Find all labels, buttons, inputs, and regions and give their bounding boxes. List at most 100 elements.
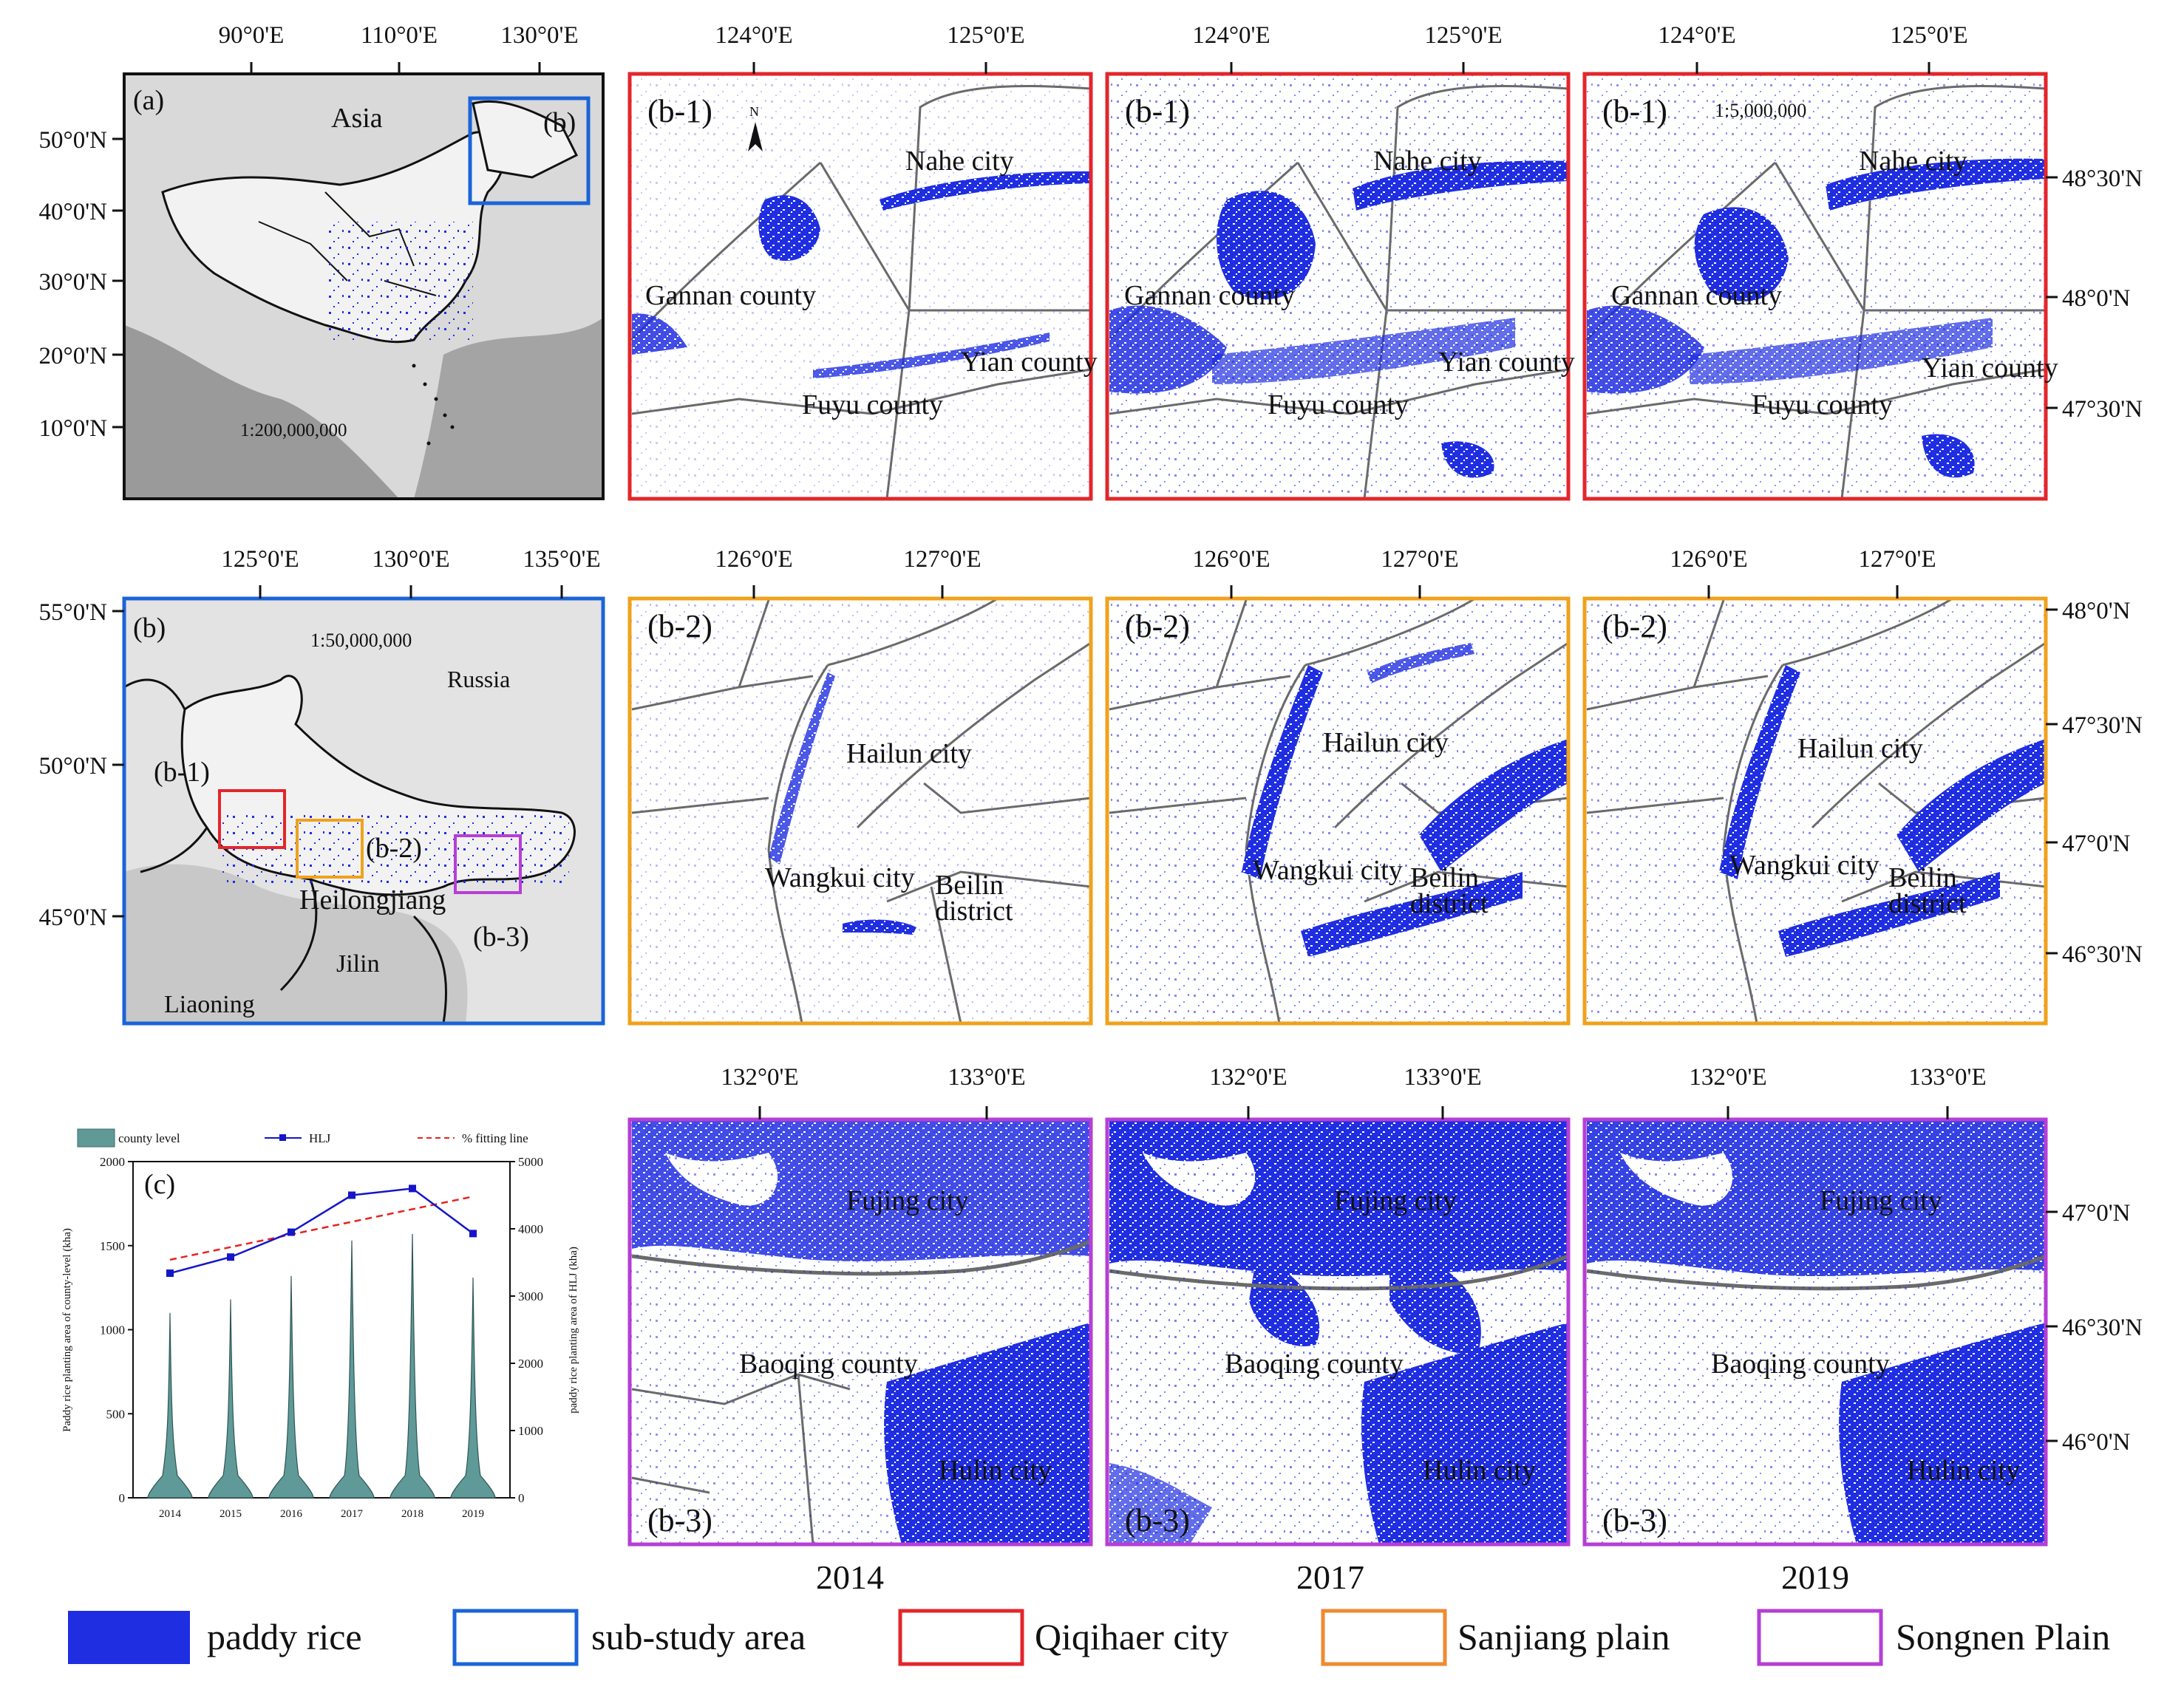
panel-a-label: (a) <box>133 85 164 116</box>
chart-ylabel-right: paddy rice planting area of HLJ (kha) <box>568 1247 579 1414</box>
panel-a-lat-ticks: 50°0'N 40°0'N 30°0'N 20°0'N 10°0'N <box>39 127 124 442</box>
year-label-2019: 2019 <box>1781 1558 1849 1596</box>
chart-fit <box>169 1196 474 1261</box>
place-hailun: Hailun city <box>1797 733 1923 764</box>
row-b3-lon-tick: 132°0'E <box>1689 1064 1766 1091</box>
panel-a-region: Asia <box>331 103 383 134</box>
map-b1-2019: (b-1) 1:5,000,000 Nahe city Gannan count… <box>1582 72 2058 501</box>
panel-b-scale: 1:50,000,000 <box>310 630 412 651</box>
panel-b-lat-ticks: 55°0'N 50°0'N 45°0'N <box>39 599 124 931</box>
legend-songnen-swatch <box>1757 1609 1883 1666</box>
place-heilongjiang: Heilongjiang <box>299 884 446 916</box>
legend-sub-label: sub-study area <box>591 1616 806 1657</box>
chart-violins <box>147 1233 496 1499</box>
row-b3-lon-tick: 133°0'E <box>1404 1064 1481 1091</box>
panel-a-lat-tick: 10°0'N <box>39 415 108 442</box>
legend-sanjiang-swatch <box>1321 1609 1447 1666</box>
place-beilin-district: district <box>1410 888 1489 919</box>
panel-b-lon-tick: 135°0'E <box>523 546 600 573</box>
panel-b-lon-ticks: 125°0'E 130°0'E 135°0'E <box>221 546 601 599</box>
row-b3-lon-tick: 133°0'E <box>948 1064 1025 1091</box>
place-beilin-district: district <box>1888 888 1967 919</box>
panel-a-lon-tick: 110°0'E <box>361 22 438 49</box>
chart-hlj-point <box>288 1228 295 1236</box>
chart-right-tick-label: 2000 <box>518 1357 543 1371</box>
row-b1-lon-tick: 125°0'E <box>947 22 1024 49</box>
panel-b-label: (b) <box>133 613 166 644</box>
place-fuyu: Fuyu county <box>1752 389 1893 420</box>
legend-county-label: county level <box>118 1131 180 1145</box>
chart-x-tick-label: 2015 <box>220 1508 242 1520</box>
legend-rice-swatch <box>68 1611 190 1664</box>
row-b1-lon-tick: 124°0'E <box>1192 22 1270 49</box>
panel-b-lat-tick: 55°0'N <box>39 599 108 626</box>
row-b1-lon-tick: 124°0'E <box>715 22 792 49</box>
place-wangkui: Wangkui city <box>765 862 915 893</box>
map-b1-2017: (b-1) Nahe city Gannan county Yian count… <box>1105 72 1575 501</box>
year-label-2014: 2014 <box>816 1558 884 1596</box>
chart-left-tick-label: 1000 <box>100 1323 125 1337</box>
year-label-2017: 2017 <box>1296 1558 1364 1596</box>
chart-left-ticks: 0 500 1000 1500 2000 <box>100 1155 133 1505</box>
panel-b-box-b1 <box>218 789 286 849</box>
place-fujing: Fujing city <box>846 1185 969 1216</box>
map-b2-2014: (b-2) Hailun city Wangkui city Beilin di… <box>627 596 1093 1026</box>
map-b1-label: (b-1) <box>647 93 712 129</box>
row-b1-lon-tick: 125°0'E <box>1890 22 1967 49</box>
panel-b-lat-tick: 45°0'N <box>39 904 108 931</box>
chart-plot-frame <box>132 1161 511 1499</box>
place-nahe: Nahe city <box>905 146 1014 177</box>
map-b3-label: (b-3) <box>1602 1502 1667 1538</box>
map-b1-label: (b-1) <box>1602 93 1667 129</box>
place-baoqing: Baoqing county <box>1225 1349 1404 1380</box>
chart-violin <box>208 1299 254 1499</box>
chart-violin <box>147 1312 193 1499</box>
north-arrow-icon: N <box>748 104 763 151</box>
chart-right-tick-label: 5000 <box>518 1155 543 1169</box>
north-arrow-label: N <box>749 104 759 119</box>
panel-b-box-b3 <box>454 834 522 894</box>
place-beilin: Beilin <box>1888 862 1957 893</box>
place-russia: Russia <box>447 666 510 692</box>
panel-a-lat-tick: 50°0'N <box>39 127 108 154</box>
place-yian: Yian county <box>1922 352 2058 383</box>
map-b2-2017: (b-2) Hailun city Wangkui city Beilin di… <box>1105 596 1571 1026</box>
row-b2-lon-ticks: 126°0'E 127°0'E 126°0'E 127°0'E 126°0'E … <box>715 546 1936 599</box>
panel-a-lon-ticks: 90°0'E 110°0'E 130°0'E <box>219 22 579 74</box>
chart-x-tick-label: 2016 <box>280 1508 303 1520</box>
chart-right-tick-label: 0 <box>518 1491 525 1505</box>
place-hailun: Hailun city <box>1323 727 1449 758</box>
chart-hlj-point <box>469 1230 477 1238</box>
panel-b-lon-tick: 125°0'E <box>221 546 299 573</box>
map-b3-2019: Fujing city Baoqing county Hulin city (b… <box>1582 1117 2048 1547</box>
place-hulin: Hulin city <box>939 1455 1052 1486</box>
row-b3-lat-tick: 47°0'N <box>2062 1200 2131 1227</box>
legend-rice-label: paddy rice <box>207 1616 362 1657</box>
place-hulin: Hulin city <box>1423 1455 1536 1486</box>
legend-fit-label: % fitting line <box>462 1131 528 1145</box>
place-nahe: Nahe city <box>1373 146 1482 177</box>
panel-b-map: (b) 1:50,000,000 Russia Heilongjiang Jil… <box>39 546 605 1026</box>
map-b2-label: (b-2) <box>1602 608 1667 644</box>
legend-hlj-marker <box>279 1134 286 1141</box>
panel-a-study-box <box>468 96 591 205</box>
place-yian: Yian county <box>961 347 1098 378</box>
chart-x-tick-label: 2019 <box>462 1508 484 1520</box>
panel-b-lat-tick: 50°0'N <box>39 753 108 780</box>
place-hulin: Hulin city <box>1907 1455 2020 1486</box>
chart-hlj <box>166 1184 477 1278</box>
place-yian: Yian county <box>1438 347 1575 378</box>
map-b2-2019: (b-2) Hailun city Wangkui city Beilin di… <box>1582 596 2048 1026</box>
place-gannan: Gannan county <box>1611 280 1782 311</box>
row-b2-lat-tick: 48°0'N <box>2062 598 2131 624</box>
place-wangkui: Wangkui city <box>1253 855 1403 886</box>
panel-b-label-b2: (b-2) <box>366 833 422 864</box>
place-beilin: Beilin <box>1410 862 1479 893</box>
panel-a-inset-label: (b) <box>543 107 576 138</box>
map-b1-2014: (b-1) N Nahe city Gannan county Yian cou… <box>627 72 1098 501</box>
row-b2-lat-tick: 46°30'N <box>2062 941 2143 968</box>
chart-x-tick-label: 2018 <box>401 1508 423 1520</box>
map-b1-label: (b-1) <box>1125 93 1190 129</box>
panel-a-scale: 1:200,000,000 <box>240 420 347 440</box>
